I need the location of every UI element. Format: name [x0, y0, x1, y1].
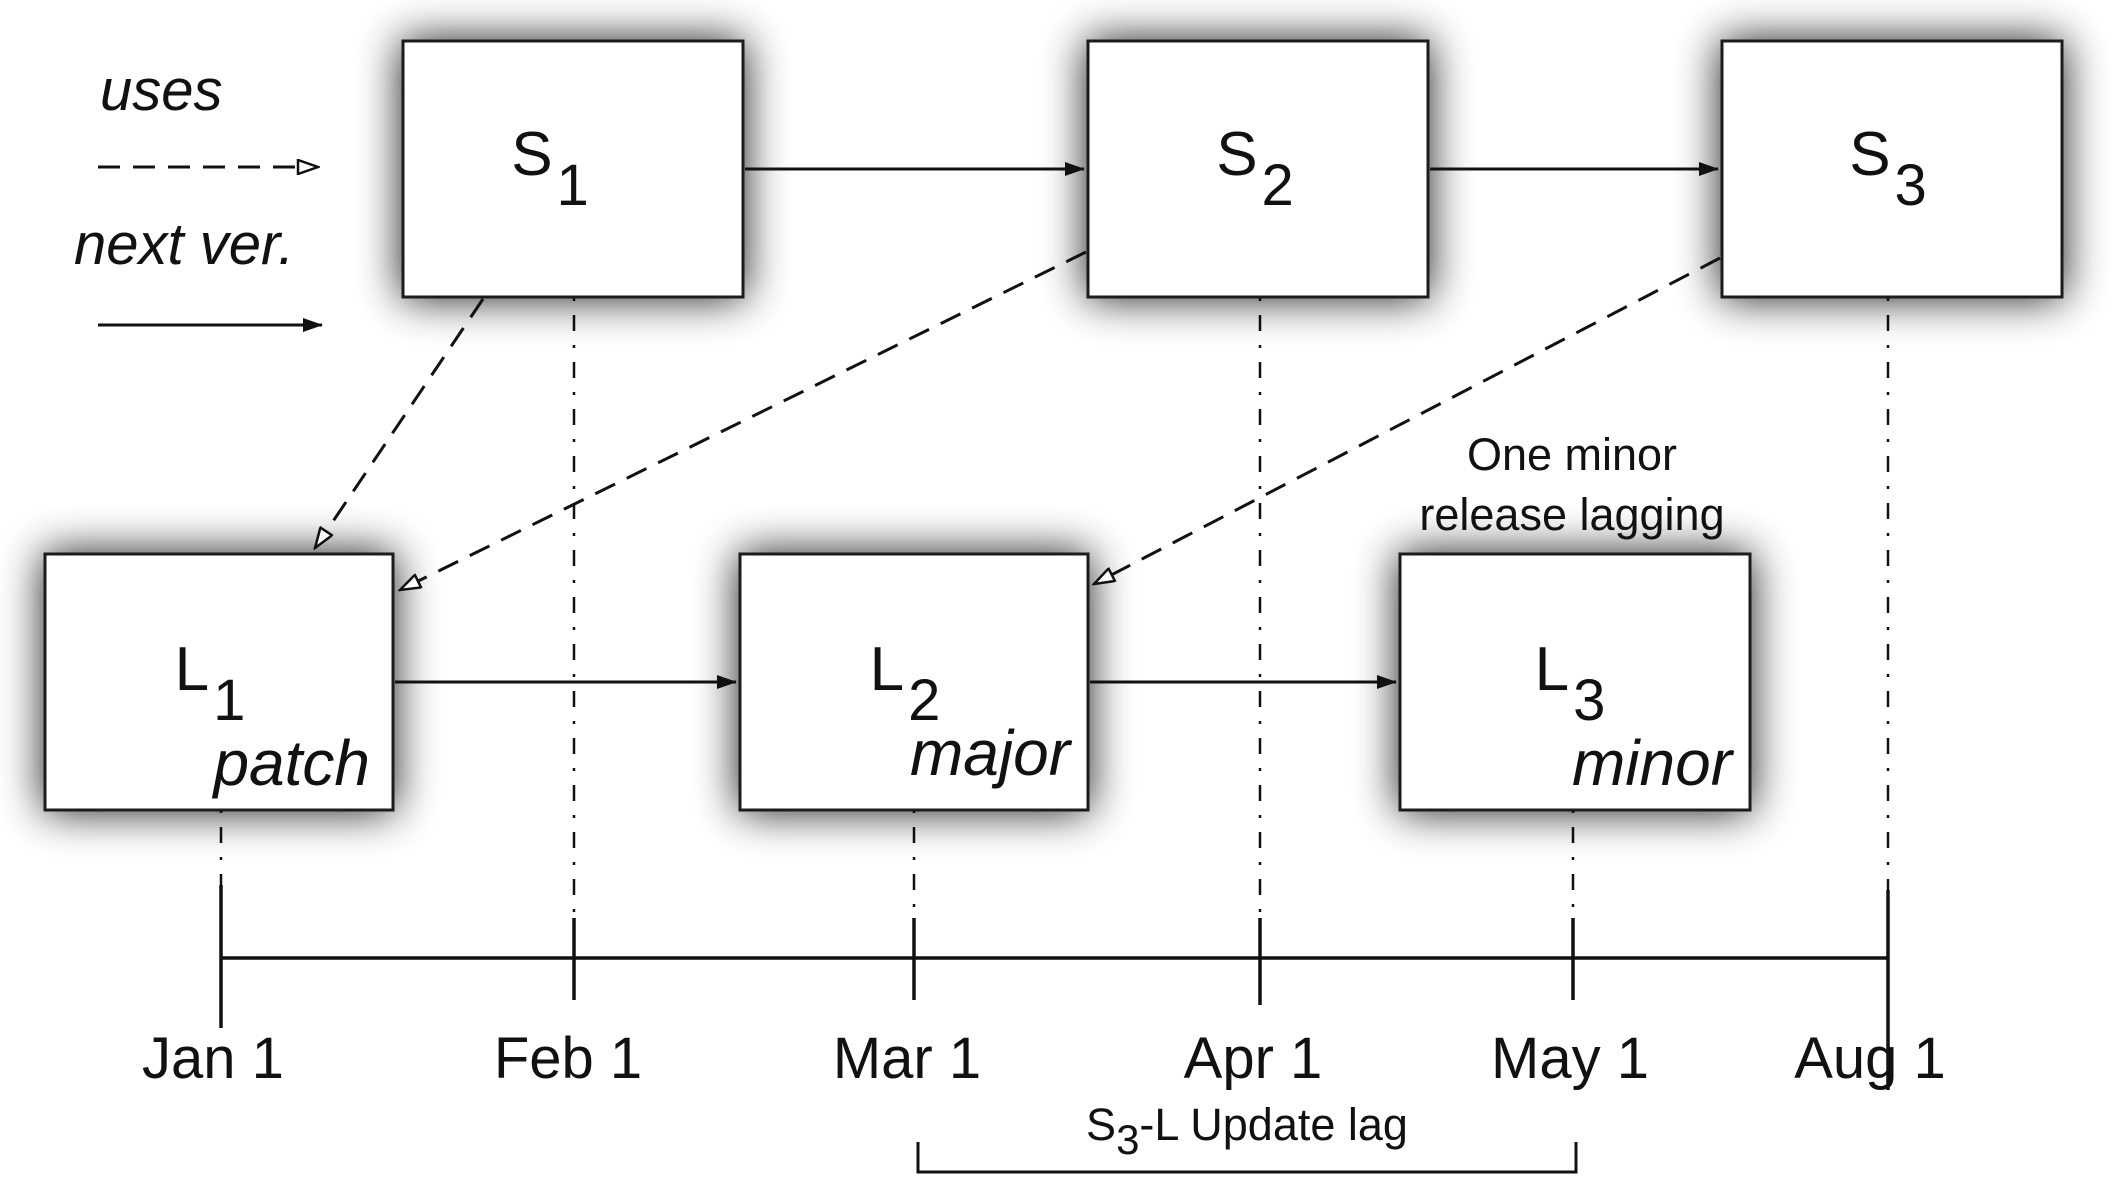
node-s1: S1: [401, 39, 745, 299]
lag-label-suffix: -L Update lag: [1139, 1099, 1408, 1150]
node-s2: S2: [1086, 39, 1430, 299]
uses-edges: [315, 250, 1721, 590]
next-version-edges: [395, 162, 1719, 689]
node-s1-letter: S: [511, 120, 552, 189]
node-l1-label: L1: [175, 635, 246, 733]
node-l2: L2 major: [738, 552, 1090, 812]
node-l1-index: 1: [213, 668, 245, 733]
date-label: Apr 1: [1184, 1026, 1323, 1091]
node-s1-index: 1: [557, 153, 589, 218]
date-guides: [219, 298, 1890, 920]
node-s1-label: S1: [511, 120, 589, 218]
lag-bracket: S3-L Update lag: [916, 1099, 1578, 1174]
node-l2-label: L2: [870, 635, 941, 733]
annotation-line-1: One minor: [1467, 429, 1677, 480]
edge-uses-s1-l1: [315, 298, 485, 548]
node-s2-index: 2: [1262, 153, 1294, 218]
date-labels: Jan 1 Feb 1 Mar 1 Apr 1 May 1 Aug 1: [142, 1026, 1946, 1091]
lag-label-prefix: S: [1086, 1099, 1116, 1150]
node-s2-label: S2: [1216, 120, 1294, 218]
node-l3-type: minor: [1572, 727, 1735, 799]
annotation-line-2: release lagging: [1419, 489, 1724, 540]
lag-label: S3-L Update lag: [1086, 1099, 1408, 1163]
node-l2-type: major: [910, 717, 1073, 789]
node-l3: L3 minor: [1398, 552, 1752, 812]
node-s3-letter: S: [1849, 120, 1890, 189]
node-l3-label: L3: [1535, 635, 1606, 733]
legend: uses next ver.: [74, 58, 323, 332]
node-l1: L1 patch: [43, 552, 395, 812]
date-label: Mar 1: [833, 1026, 981, 1091]
node-s3-label: S3: [1849, 120, 1927, 218]
legend-next-label: next ver.: [74, 212, 294, 277]
node-l3-index: 3: [1573, 668, 1605, 733]
timeline-axis: [219, 885, 1890, 1090]
edge-uses-s2-l1: [400, 250, 1087, 590]
node-l2-letter: L: [870, 635, 904, 704]
lag-bracket-line: [916, 1142, 1578, 1174]
node-l2-index: 2: [908, 668, 940, 733]
date-label: Jan 1: [142, 1026, 284, 1091]
edge-uses-s3-l2: [1094, 256, 1721, 584]
node-l1-type: patch: [211, 727, 370, 799]
node-s3-index: 3: [1895, 153, 1927, 218]
node-l3-letter: L: [1535, 635, 1569, 704]
node-l1-letter: L: [175, 635, 209, 704]
node-s3: S3: [1720, 39, 2064, 299]
lag-label-sub: 3: [1116, 1116, 1139, 1163]
date-label: Aug 1: [1794, 1026, 1946, 1091]
date-label: May 1: [1491, 1026, 1649, 1091]
legend-uses-label: uses: [100, 58, 223, 123]
date-label: Feb 1: [494, 1026, 642, 1091]
node-s2-letter: S: [1216, 120, 1257, 189]
lag-annotation: One minor release lagging: [1419, 429, 1724, 540]
